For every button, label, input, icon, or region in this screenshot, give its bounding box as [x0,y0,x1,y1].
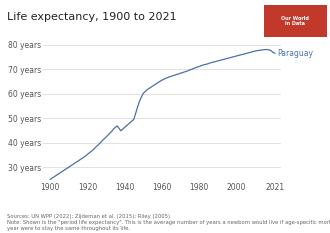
Text: Our World
in Data: Our World in Data [281,16,309,26]
Text: Paraguay: Paraguay [277,49,313,58]
Text: Sources: UN WPP (2022); Zijdeman et al. (2015); Riley (2005)
Note: Shown is the : Sources: UN WPP (2022); Zijdeman et al. … [7,214,330,231]
Text: Life expectancy, 1900 to 2021: Life expectancy, 1900 to 2021 [7,12,176,22]
